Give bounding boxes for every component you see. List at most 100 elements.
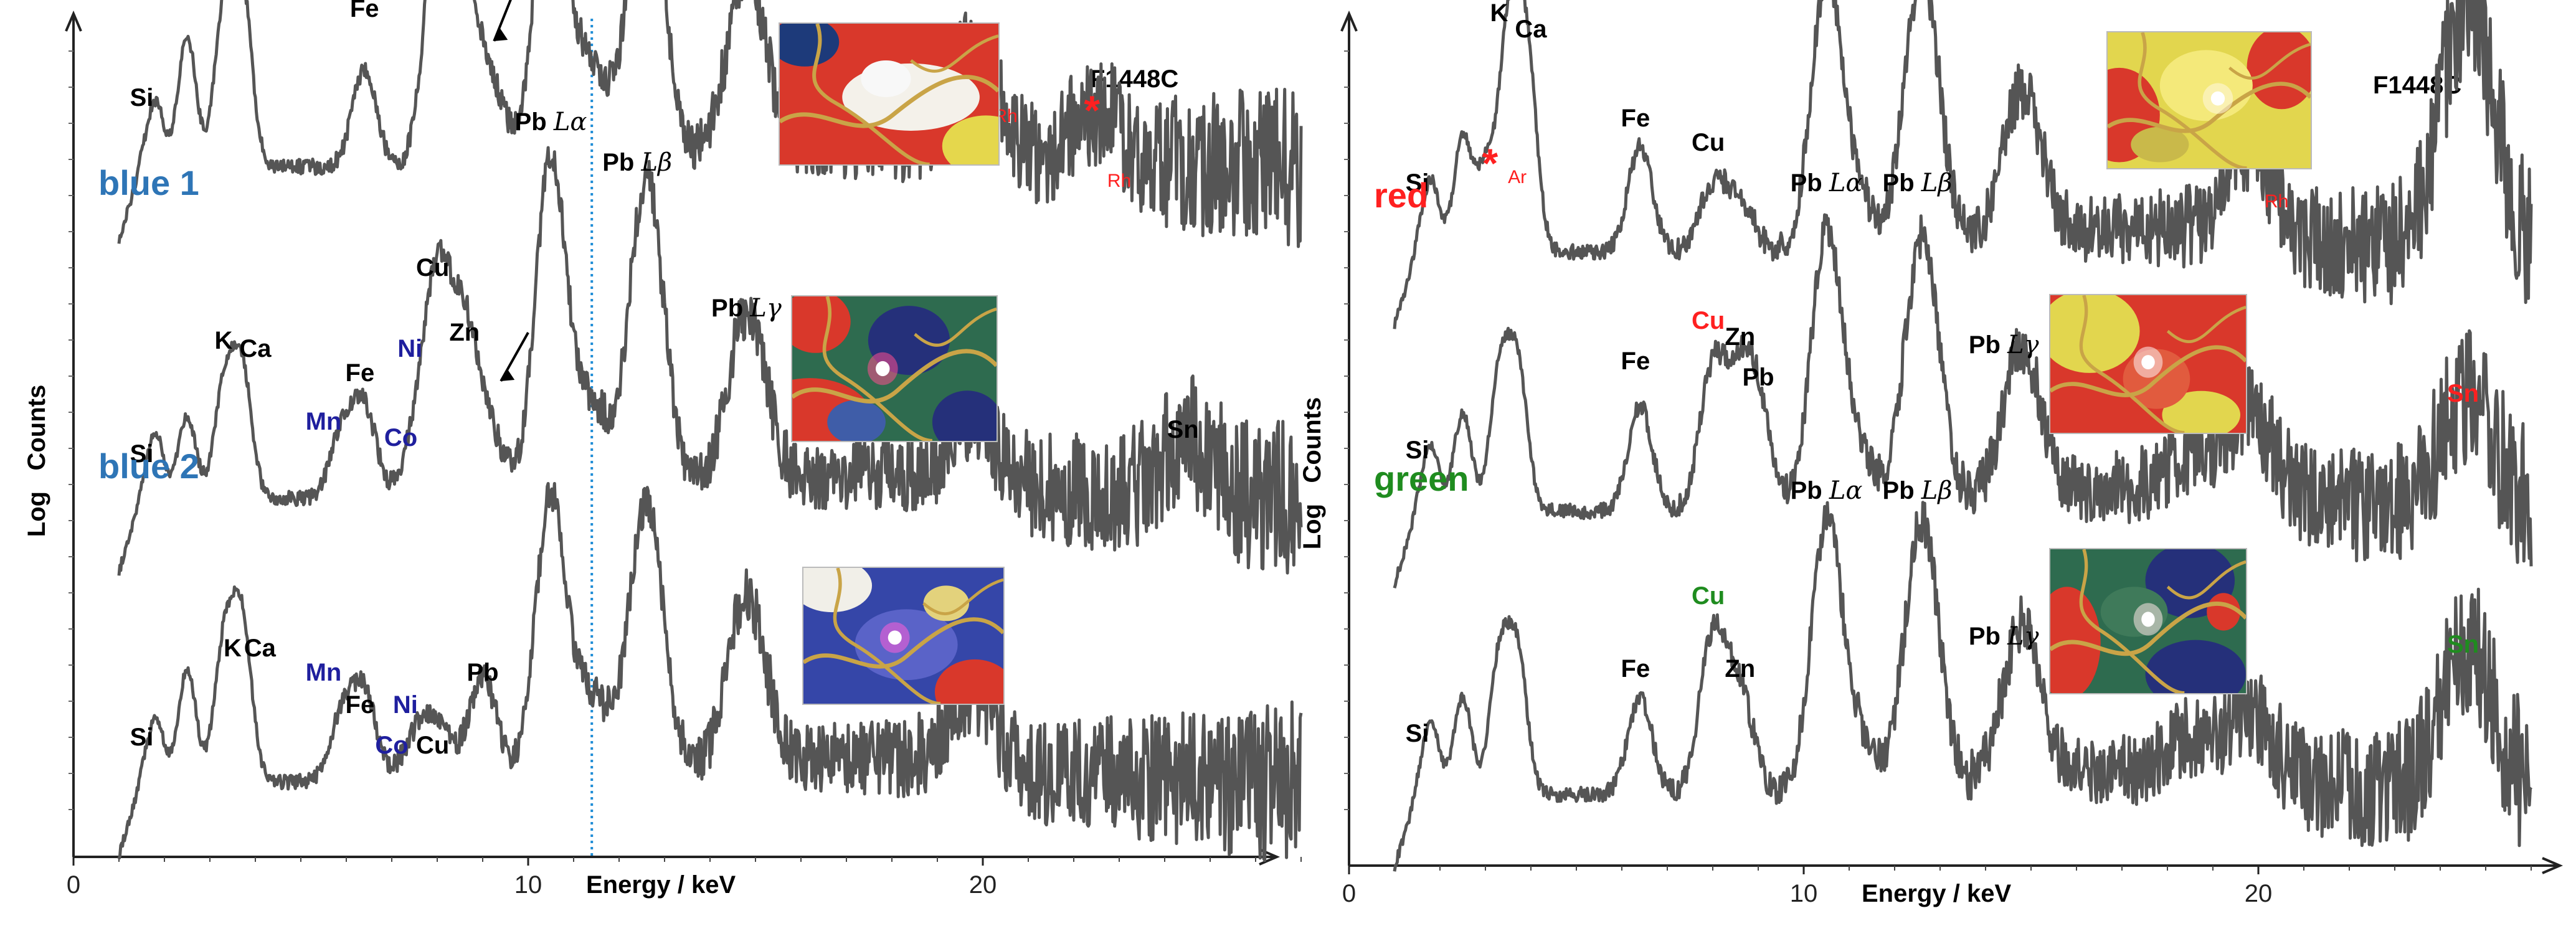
peak-label: *	[1084, 87, 1100, 133]
spectrum-line-blue-1	[117, 146, 1303, 576]
photo-region	[2050, 295, 2140, 373]
y-axis-title: Log Counts	[1299, 397, 1326, 549]
pb-line-element: Pb	[1791, 477, 1829, 504]
pb-line-element: Pb	[1969, 331, 2007, 359]
spectrum-line-red	[1393, 213, 2533, 588]
peak-label: Sn	[2447, 631, 2479, 658]
photo-wire	[2050, 345, 2246, 397]
photo-wire	[914, 307, 997, 347]
pb-line-element: Pb	[1883, 169, 1921, 197]
photo-wire	[2228, 42, 2311, 80]
pb-line-name: Lβ	[1921, 169, 1953, 197]
peak-label: Sn	[1167, 416, 1199, 443]
pb-line-label: Pb Lβ	[1883, 169, 1953, 197]
peak-label: Si	[1406, 720, 1429, 747]
blue2-sample-photo-drawing	[803, 568, 1003, 704]
pb-line-element: Pb	[1791, 169, 1829, 197]
yellow-sample-photo	[2106, 31, 2312, 169]
peak-label: Ni	[397, 335, 422, 362]
pb-line-name: Lα	[1829, 169, 1863, 197]
peak-label: Rh	[1107, 171, 1131, 191]
peak-label: Si	[130, 724, 154, 751]
y-axis-arrow	[65, 10, 82, 32]
photo-region	[923, 585, 969, 621]
peak-label: *	[1482, 140, 1498, 186]
pointer-arrow	[493, 0, 512, 42]
photo-region	[861, 60, 911, 97]
green-sample-photo	[2049, 548, 2247, 694]
spectrum-line-white	[117, 0, 1303, 248]
peak-label: Pb	[466, 659, 498, 686]
pb-line-element: Pb	[711, 295, 750, 322]
peak-label: K	[224, 635, 242, 662]
series-label-blue-1: blue 1	[98, 163, 199, 202]
pb-line-label: Pb Lα	[1791, 476, 1863, 505]
peak-label: Cu	[416, 254, 449, 281]
peak-label: Cu	[416, 732, 449, 759]
photo-wire	[2079, 295, 2185, 433]
spectrum-line-green	[1393, 501, 2533, 872]
peak-label: Pb	[1742, 364, 1774, 391]
x-tick-label: 0	[1342, 880, 1356, 907]
series-label-green: green	[1374, 459, 1469, 498]
peak-label: Ca	[239, 335, 272, 362]
peak-label: Sn	[2447, 380, 2479, 407]
photo-region	[2145, 640, 2246, 693]
peak-label: Mn	[306, 659, 342, 686]
peak-label: Co	[384, 424, 417, 451]
photo-beam-spot	[2210, 91, 2225, 106]
peak-label: Ca	[244, 635, 277, 662]
y-axis-arrow	[1340, 10, 1358, 32]
spectrum-line-yellow	[1393, 0, 2533, 329]
peak-label: Ni	[393, 691, 418, 719]
x-tick-label: 10	[1790, 880, 1818, 907]
yellow-sample-photo-drawing	[2108, 32, 2311, 168]
pb-line-label: Pb Lγ	[1969, 622, 2039, 651]
photo-wire	[2079, 549, 2185, 693]
peak-label: Fe	[1621, 655, 1650, 683]
peak-label: Cu	[1692, 307, 1725, 334]
spectrum-line-blue-2	[117, 482, 1303, 862]
green-sample-photo-drawing	[2050, 549, 2246, 693]
photo-region	[792, 296, 851, 353]
peak-label: Si	[130, 440, 154, 468]
photo-beam-spot	[2141, 355, 2155, 370]
peak-label: Rh	[2265, 191, 2288, 212]
peak-label: K	[1490, 0, 1508, 27]
photo-wire	[2050, 601, 2246, 656]
series-label-red: red	[1374, 176, 1428, 215]
pb-line-label: Pb Lα	[515, 108, 587, 136]
series-label-blue-2: blue 2	[98, 446, 199, 486]
blue1-sample-photo-drawing	[792, 296, 997, 441]
peak-label: Ca	[1515, 16, 1547, 43]
photo-beam-spot	[876, 361, 890, 377]
photo-region	[2131, 126, 2189, 163]
peak-label: Ar	[1508, 167, 1527, 187]
peak-label: Cu	[1692, 129, 1725, 156]
photo-wire	[2108, 82, 2311, 133]
photo-wire	[922, 578, 1003, 615]
peak-label: Fe	[346, 691, 375, 719]
pb-line-element: Pb	[1969, 623, 2007, 650]
photo-wire	[2166, 560, 2246, 600]
peak-label: Fe	[350, 0, 379, 22]
pb-line-label: Pb Lγ	[711, 294, 782, 323]
peak-label: Fe	[346, 359, 375, 387]
x-tick-label: 20	[969, 871, 997, 899]
peak-label: Si	[130, 84, 154, 111]
pointer-arrow-head	[501, 369, 515, 381]
pb-line-name: Lα	[553, 108, 587, 136]
pb-line-label: Pb Lβ	[602, 148, 672, 177]
peak-label: Si	[1406, 169, 1429, 197]
photo-region	[2162, 390, 2241, 433]
photo-wire	[2138, 32, 2247, 168]
pb-line-label: Pb Lγ	[1969, 331, 2039, 359]
pb-line-name: Lβ	[1921, 476, 1953, 505]
photo-wire	[780, 75, 998, 128]
photo-wire	[803, 617, 1003, 669]
peak-label: Co	[375, 732, 408, 759]
pb-line-label: Pb Lα	[1791, 169, 1863, 197]
photo-region	[827, 400, 886, 441]
